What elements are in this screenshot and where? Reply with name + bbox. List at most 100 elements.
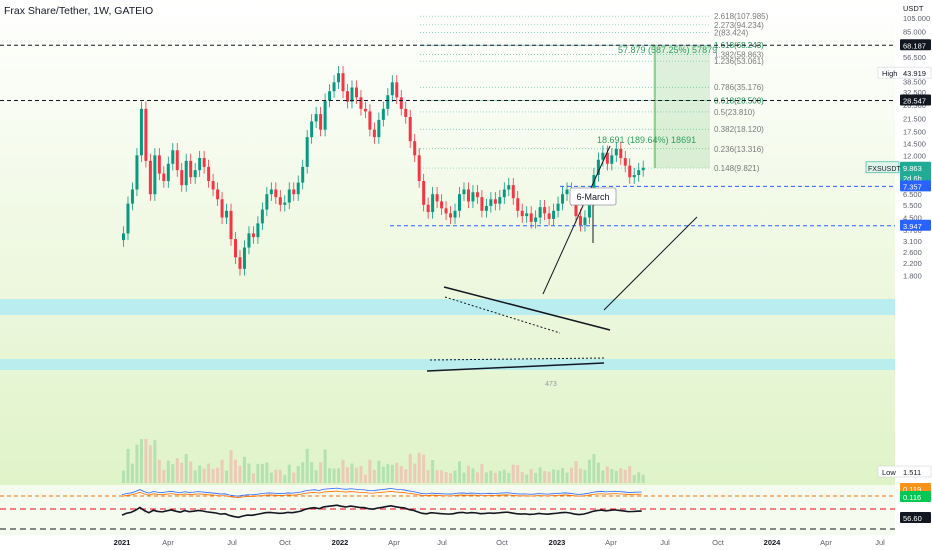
candle-body bbox=[574, 199, 578, 217]
volume-bar bbox=[216, 467, 220, 483]
candle-body bbox=[641, 167, 645, 171]
volume-bar bbox=[543, 471, 547, 483]
candle-body bbox=[130, 189, 134, 204]
volume-bar bbox=[381, 466, 385, 483]
candle-body bbox=[561, 194, 565, 204]
candle-body bbox=[475, 192, 479, 198]
candle-body bbox=[395, 82, 399, 98]
volume-bar bbox=[135, 444, 139, 483]
fib-level-label: 1.618(68.243) bbox=[714, 41, 764, 50]
price-tick-label: 12.000 bbox=[903, 151, 926, 160]
candle-body bbox=[166, 163, 170, 182]
candle-body bbox=[390, 82, 394, 96]
chart-title: Frax Share/Tether, 1W, GATEIO bbox=[4, 5, 154, 17]
volume-bar bbox=[346, 467, 349, 483]
price-axis-currency: USDT bbox=[903, 4, 924, 13]
candle-body bbox=[153, 155, 157, 195]
price-tick-label: 26.500 bbox=[903, 101, 926, 110]
time-tick-label: Oct bbox=[496, 538, 509, 547]
volume-bar bbox=[570, 467, 573, 483]
candle-body bbox=[628, 165, 632, 178]
time-tick-label: Jul bbox=[660, 538, 670, 547]
candle-body bbox=[614, 148, 618, 156]
candle-body bbox=[148, 160, 152, 195]
candle-body bbox=[578, 216, 582, 225]
candle-body bbox=[453, 210, 457, 218]
candle-body bbox=[637, 170, 641, 175]
volume-bar bbox=[574, 461, 578, 483]
volume-bar bbox=[498, 470, 502, 483]
candle-body bbox=[511, 185, 515, 199]
volume-bar bbox=[238, 466, 242, 483]
volume-bar bbox=[359, 466, 363, 483]
macd-line bbox=[121, 487, 642, 497]
price-tick-label: 14.500 bbox=[903, 139, 926, 148]
candle-body bbox=[632, 174, 636, 178]
fib-level-label: 0.382(18.120) bbox=[714, 125, 764, 134]
candle-body bbox=[193, 170, 197, 178]
channel-line-lower bbox=[603, 216, 698, 311]
candle-body bbox=[234, 239, 237, 258]
volume-bar bbox=[462, 472, 466, 483]
volume-bar bbox=[363, 474, 367, 483]
time-axis-background bbox=[0, 535, 895, 550]
volume-bar bbox=[242, 456, 246, 483]
volume-bar bbox=[587, 459, 591, 483]
volume-bar bbox=[565, 472, 569, 483]
high-value: 43.919 bbox=[903, 69, 926, 78]
volume-bar bbox=[354, 467, 358, 483]
candle-body bbox=[435, 194, 439, 202]
price-tick-label: 3.100 bbox=[903, 237, 922, 246]
candle-body bbox=[502, 189, 506, 198]
candle-body bbox=[422, 181, 426, 205]
candle-body bbox=[552, 210, 556, 219]
price-tag-resistance: 28.547 bbox=[903, 96, 926, 105]
volume-bar bbox=[166, 460, 170, 483]
candle-body bbox=[238, 257, 242, 269]
fib-level-label: 0.236(13.316) bbox=[714, 145, 764, 154]
candle-body bbox=[462, 189, 466, 195]
candle-body bbox=[242, 247, 246, 269]
candle-body bbox=[328, 91, 332, 101]
candle-body bbox=[319, 114, 323, 130]
plot-background bbox=[0, 0, 895, 485]
candle-body bbox=[122, 233, 125, 241]
fib-level-label: 0.5(23.810) bbox=[714, 108, 755, 117]
volume-bar bbox=[319, 462, 323, 483]
volume-bar bbox=[619, 468, 623, 483]
time-tick-label: Apr bbox=[162, 538, 174, 547]
volume-bar bbox=[193, 470, 197, 483]
time-tick-label: Jul bbox=[227, 538, 237, 547]
candle-body bbox=[337, 73, 341, 83]
price-tag-countdown: 2d 6h bbox=[903, 174, 922, 183]
volume-bar bbox=[628, 466, 632, 483]
volume-bar bbox=[596, 462, 600, 483]
volume-bar bbox=[377, 460, 381, 483]
volume-bar bbox=[126, 448, 130, 483]
volume-bar bbox=[153, 440, 157, 483]
volume-bar bbox=[323, 449, 327, 483]
symbol-tag: FXSUSDT bbox=[868, 166, 901, 173]
candle-body bbox=[498, 197, 502, 204]
support-zone bbox=[0, 359, 895, 370]
candle-body bbox=[466, 189, 470, 202]
price-tag-last: 9.863 bbox=[903, 164, 922, 173]
price-tick-label: 2.600 bbox=[903, 248, 922, 257]
candle-body bbox=[346, 91, 349, 102]
volume-bar bbox=[305, 448, 309, 483]
volume-bar bbox=[175, 458, 179, 483]
candle-body bbox=[547, 213, 551, 219]
volume-bar bbox=[372, 469, 376, 483]
time-tick-label: Apr bbox=[388, 538, 400, 547]
candle-body bbox=[484, 205, 488, 211]
volume-bar bbox=[453, 470, 457, 483]
volume-bar bbox=[632, 474, 636, 483]
volume-bar bbox=[130, 463, 134, 483]
target-projection-box bbox=[653, 45, 710, 169]
time-tick-label: Jul bbox=[875, 538, 885, 547]
time-tick-label: Oct bbox=[279, 538, 292, 547]
rsi-line bbox=[121, 504, 642, 519]
volume-bar bbox=[341, 459, 345, 483]
candle-body bbox=[350, 87, 354, 102]
